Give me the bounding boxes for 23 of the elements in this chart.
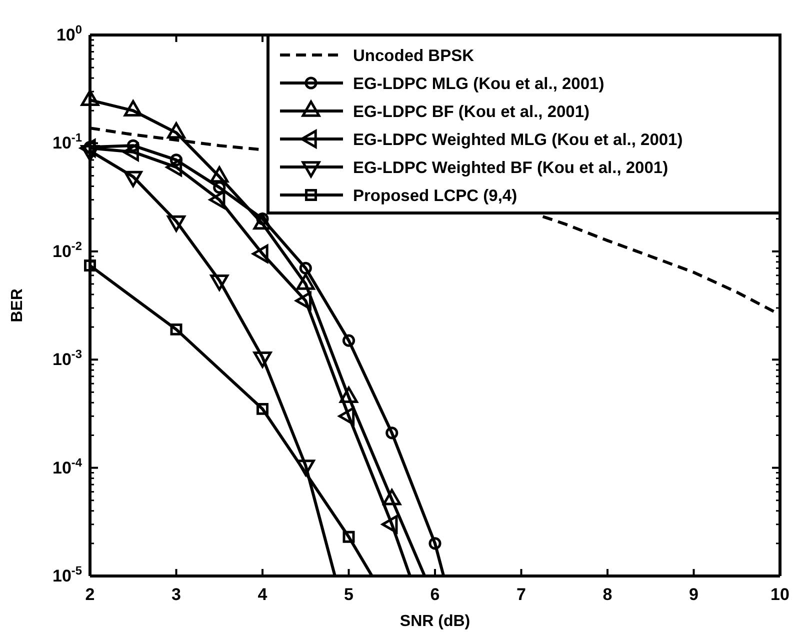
legend-label: EG-LDPC Weighted MLG (Kou et al., 2001) (353, 131, 683, 149)
x-tick-label: 3 (172, 585, 181, 604)
y-tick-label: 10$^{-2}$ (52, 238, 82, 261)
y-tick-label: 10$^{-5}$ (52, 563, 82, 586)
x-tick-label: 9 (689, 585, 698, 604)
legend-label: Uncoded BPSK (353, 47, 474, 65)
x-tick-label: 8 (602, 585, 612, 604)
y-tick-label: 10$^{-3}$ (52, 347, 82, 370)
y-tick-label: 10$^{-4}$ (52, 455, 82, 478)
x-axis-title: SNR (dB) (400, 613, 470, 630)
legend-label: EG-LDPC BF (Kou et al., 2001) (353, 103, 590, 121)
legend-label: EG-LDPC Weighted BF (Kou et al., 2001) (353, 159, 668, 177)
y-axis-title: BER (9, 288, 26, 322)
y-tick-label: 10$^{0}$ (56, 22, 82, 44)
x-tick-label: 5 (344, 585, 354, 604)
x-tick-label: 6 (430, 585, 440, 604)
x-tick-label: 4 (258, 585, 268, 604)
legend-label: EG-LDPC MLG (Kou et al., 2001) (353, 75, 604, 93)
x-tick-label: 2 (85, 585, 95, 604)
x-tick-label: 7 (516, 585, 526, 604)
legend-label: Proposed LCPC (9,4) (353, 187, 518, 205)
y-tick-label: 10$^{-1}$ (52, 130, 82, 153)
x-tick-label: 10 (770, 585, 790, 604)
